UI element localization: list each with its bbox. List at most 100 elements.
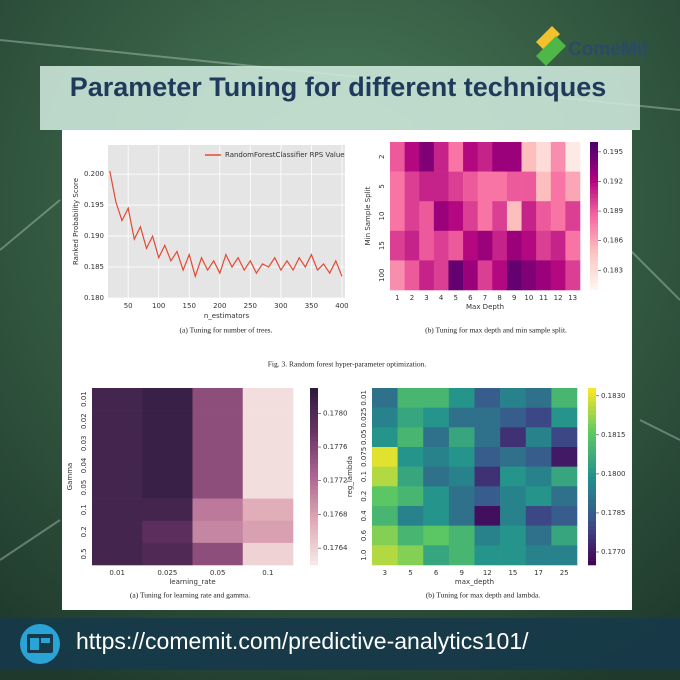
x-axis-label: max_depth (455, 578, 494, 586)
heat-cell (448, 171, 464, 202)
heat-cell (506, 171, 522, 202)
colorbar-segment (588, 414, 596, 420)
heat-cell (500, 545, 527, 566)
y-tick-label: 0.05 (80, 480, 88, 496)
heat-cell (474, 525, 501, 546)
colorbar-segment (588, 427, 596, 433)
heat-cell (92, 454, 143, 477)
colorbar-segment (310, 401, 318, 406)
heat-cell (242, 498, 294, 522)
y-tick-label: 0.02 (80, 413, 88, 429)
colorbar-segment (590, 193, 598, 198)
heat-cell (423, 447, 450, 467)
heat-cell (525, 427, 552, 448)
colorbar-segment (590, 219, 598, 224)
heat-cell (433, 201, 449, 232)
heat-cell (448, 260, 464, 291)
heat-cell (404, 142, 420, 172)
colorbar-segment (590, 153, 598, 158)
colorbar-segment (310, 436, 318, 442)
y-axis-label: Gamma (66, 463, 74, 491)
colorbar-segment (588, 418, 596, 424)
colorbar-segment (590, 267, 598, 272)
colorbar-segment (590, 197, 598, 202)
colorbar-segment (310, 525, 318, 530)
x-tick-label: 6 (468, 294, 473, 302)
heat-cell (521, 230, 537, 261)
heat-cell (500, 388, 527, 408)
colorbar-segment (310, 476, 318, 482)
colorbar-segment (588, 529, 596, 535)
heat-cell (192, 498, 244, 522)
heat-cell (92, 410, 143, 433)
url-bar (0, 618, 680, 670)
colorbar-segment (590, 186, 598, 191)
heat-cell (390, 171, 405, 202)
heat-cell (506, 201, 522, 232)
heat-cell (477, 171, 493, 202)
colorbar-segment (588, 467, 596, 473)
heat-cell (536, 230, 552, 261)
colorbar-label: 0.1785 (601, 509, 626, 517)
heat-cell (525, 486, 552, 507)
colorbar-segment (588, 441, 596, 446)
colorbar-segment (590, 175, 598, 180)
heat-cell (500, 486, 527, 507)
colorbar-segment (588, 388, 596, 393)
heat-cell (551, 506, 578, 526)
colorbar-segment (590, 282, 598, 287)
url[interactable]: https://comemit.com/predictive-analytics… (76, 628, 529, 654)
heat-cell (477, 260, 493, 291)
heat-cell (500, 525, 527, 546)
y-tick-label: 0.01 (360, 390, 368, 406)
x-tick-label: 0.01 (109, 569, 125, 577)
colorbar-segment (588, 498, 596, 504)
heat-cell (463, 142, 478, 172)
heat-cell (565, 142, 581, 172)
y-tick-label: 2 (378, 155, 386, 159)
colorbar-segment (310, 388, 318, 393)
colorbar-label: 0.1768 (323, 510, 348, 518)
heat-cell (390, 201, 405, 232)
x-tick-label: 12 (554, 294, 563, 302)
heat-cell (521, 171, 537, 202)
heat-cell (448, 230, 464, 261)
colorbar-segment (590, 171, 598, 176)
colorbar-segment (588, 401, 596, 406)
colorbar-segment (588, 560, 596, 566)
colorbar-segment (310, 454, 318, 460)
x-tick-label: 350 (305, 302, 318, 310)
colorbar-segment (588, 520, 596, 526)
heat-cell (551, 525, 578, 546)
heat-cell (242, 542, 294, 566)
plot-area (108, 145, 345, 298)
heat-cell (433, 142, 449, 172)
heat-cell (423, 427, 450, 448)
colorbar-segment (310, 423, 318, 429)
colorbar-label: 0.1776 (323, 443, 348, 451)
heat-cell (474, 447, 501, 467)
heat-cell (463, 171, 478, 202)
heat-cell (463, 201, 478, 232)
colorbar-label: 0.1772 (323, 477, 348, 485)
colorbar-segment (588, 503, 596, 508)
heat-cell (390, 260, 405, 291)
colorbar-segment (310, 542, 318, 548)
y-tick-label: 0.2 (80, 526, 88, 537)
heat-cell (492, 142, 508, 172)
colorbar-segment (588, 432, 596, 437)
heat-cell (474, 407, 501, 428)
y-tick-label: 0.01 (80, 391, 88, 407)
heat-cell (448, 466, 475, 487)
colorbar-segment (588, 525, 596, 530)
colorbar-segment (310, 405, 318, 411)
colorbar-label: 0.1764 (323, 544, 348, 552)
heat-cell (242, 388, 294, 411)
heat-cell (474, 486, 501, 507)
colorbar-segment (590, 167, 598, 172)
heat-cell (551, 486, 578, 507)
heat-cell (492, 201, 508, 232)
legend-label: RandomForestClassifier RPS Value (225, 151, 345, 159)
line (109, 170, 343, 279)
